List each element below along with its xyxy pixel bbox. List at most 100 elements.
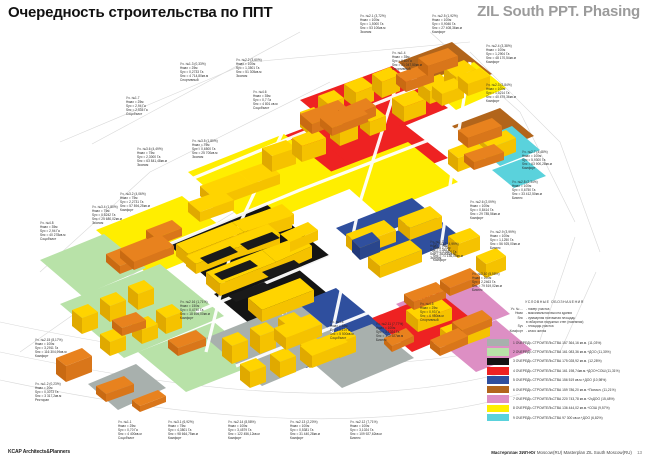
plot-annotation-line: Уч. №2.15 (8,17%): [35, 338, 63, 342]
plot-annotation-line: Sуч = 3,1024 Га: [350, 428, 374, 433]
plot-annotation-line: Комфорт: [290, 436, 304, 441]
legend-item-label: 8 ОЧЕРЕДЬ СТРОИТЕЛЬСТВА 136 444,02 кв.м.…: [513, 406, 610, 411]
plot-annotation-line: Уч. №4.6: [253, 90, 267, 94]
plot-annotation-line: Sуч = 1,10 Га: [330, 328, 350, 333]
building-massing: [56, 48, 516, 412]
plot-annotation-line: Sуч = 2,2463 Га: [472, 280, 496, 285]
plot-annotation-line: Ресторан: [35, 398, 50, 403]
plot-annotation-line: Соцобъект: [330, 336, 347, 341]
plot-annotation-line: Sуч = 3,1024 Га: [376, 330, 400, 335]
plot-annotation-line: Sнс = 25 680,02кв.м: [92, 217, 122, 222]
legend-phase-list: 1 ОЧЕРЕДЬ СТРОИТЕЛЬСТВА 157 364,16 кв.м.…: [487, 338, 647, 423]
plot-annotation-line: Sнс = 29 785,56кв.м: [470, 212, 500, 217]
legend-key-meaning: - класс жилья: [526, 328, 547, 333]
plot-annotation: Уч. №2.11 (7,77%) Нмах = 100м Sуч = 3,1024…: [376, 322, 403, 342]
plot-annotation-line: Уч. №3.5 (1,80%): [192, 139, 218, 143]
plot-annotation-line: Sуч = 1,3501 Га: [236, 66, 260, 71]
legend-item-label: 1 ОЧЕРЕДЬ СТРОИТЕЛЬСТВА 157 364,16 кв.м.…: [513, 340, 602, 345]
plot-annotation: Уч. №3.3 (4,99%) Нмах = 75м Sуч = 3,0400 Г…: [433, 242, 463, 262]
plot-annotation-line: Нмах = 100м: [360, 18, 380, 23]
footer-office-credit: KCAP Architects&Planners: [8, 449, 71, 455]
plot-annotation-line: Уч. №2.16 (1,71%): [180, 300, 208, 304]
plot-annotation-line: Эконом: [137, 163, 149, 168]
plot-annotation-line: Sнс = 4 801 кв.м: [253, 102, 278, 107]
plot-annotation-line: Нмах = 100м: [290, 424, 310, 429]
legend-color-swatch: [487, 376, 509, 384]
plot-annotation: Уч. №3.5 (1,80%) Нмах = 75м Sуч = 0,6500 Г…: [192, 139, 218, 159]
legend-item-label: 6 ОЧЕРЕДЬ СТРОИТЕЛЬСТВА 159 786,20 кв.м.…: [513, 387, 616, 392]
plot-annotation-line: Sнс = 25 700кв.м: [192, 151, 218, 156]
legend-item: 4 ОЧЕРЕДЬ СТРОИТЕЛЬСТВА 161 198,74кв.м.+…: [487, 366, 647, 375]
plot-annotation: Уч. №2.3 (2,84%) Нмах = 100м Sуч = 1,0214 …: [486, 83, 516, 103]
plot-annotation-line: Нмах = 35м: [392, 55, 410, 60]
legend-key-meaning: - номер участка: [526, 307, 550, 311]
plot-annotation: Уч. №2.16 (1,71%) Нмах = 150м Sуч = 0,4740…: [180, 300, 210, 320]
footer-project-name-en: Moscow(RU) Masterplan ZIL South Moscow(R…: [536, 450, 632, 455]
plot-annotation: Уч. №2.2 (3,60%) Нмах = 100м Sуч = 1,3501 …: [236, 58, 262, 78]
plot-annotation-line: Уч. №2.8 (2,34%): [512, 180, 538, 184]
plot-annotation-line: Sуч = 3,4579 Га: [228, 428, 252, 433]
plot-annotation: Уч. №2.9 (3,99%) Нмах = 100м Sуч = 1,1250 …: [490, 230, 520, 250]
slide-header: Очередность строительства по ППТ ZIL Sou…: [0, 0, 650, 26]
plot-annotation-line: Sуч = 3,2911 Га: [35, 346, 59, 351]
legend-key-symbol: Sуч: [517, 324, 523, 329]
plot-annotation-line: Нмах = 150м: [180, 304, 200, 309]
legend-key-meaning: - суммарная поэтажная площадь: [526, 315, 576, 320]
plot-annotation-line: Соцобъект: [253, 106, 270, 111]
plot-annotation-line: Sнс = 18 695,00кв.м: [180, 312, 210, 317]
plot-annotation-line: Уч. №2.7 (4,48%): [522, 150, 548, 154]
legend-item: 8 ОЧЕРЕДЬ СТРОИТЕЛЬСТВА 136 444,02 кв.м.…: [487, 404, 647, 413]
plot-annotation-line: Нмах = 35м: [253, 94, 271, 99]
plot-annotation-line: Sуч = 5,9300 Га: [522, 158, 546, 163]
plot-annotation-line: Эконом: [192, 155, 204, 160]
plot-annotation-line: Комфорт: [486, 99, 500, 104]
plot-annotation-line: Уч. №1.1: [118, 420, 132, 424]
plot-annotation-line: Нмах = 75м: [120, 196, 138, 201]
plot-annotation-line: Sнс = 31 440,28кв.м: [290, 432, 320, 437]
plot-annotation: Уч. №1.2 (0,23%) Нмах = 20м Sуч = 0,3073 Г…: [35, 382, 61, 402]
plot-annotation-line: Уч. №1.7: [126, 96, 140, 100]
plot-annotation-line: Нмах = 100м: [236, 62, 256, 67]
plot-annotation-line: Комфорт: [180, 316, 194, 321]
legend-key-row: Комфорт - класс жилья: [487, 329, 647, 333]
plot-annotation-line: Нмах = 25м: [118, 424, 136, 429]
plot-annotation-line: Sуч = 1,36 Га: [430, 248, 450, 253]
plot-annotation-line: Уч. №3.2 (4,06%): [120, 192, 146, 196]
legend: УСЛОВНЫЕ ОБОЗНАЧЕНИЯ Уч. № ... - номер уч…: [487, 300, 647, 422]
plot-annotation-line: Sнс = 116 304,99кв.м: [35, 350, 67, 355]
legend-title: УСЛОВНЫЕ ОБОЗНАЧЕНИЯ: [525, 300, 584, 304]
plot-annotation-line: Sуч = 0,2733 Га: [180, 70, 204, 75]
legend-color-swatch: [487, 338, 509, 347]
plot-annotation-line: Нмах = 100м: [228, 424, 248, 429]
plot-annotation-line: Sуч = 0,4740 Га: [180, 308, 204, 313]
legend-key-row: в габаритах наружных стен (наземная): [487, 320, 647, 324]
legend-key-row: Sуч - площадь участка: [487, 324, 647, 328]
legend-item: 9 ОЧЕРЕДЬ СТРОИТЕЛЬСТВА 97 300 кв.м.+ДОО…: [487, 413, 647, 422]
plot-annotation-line: Уч. №2.3 (2,84%): [486, 83, 512, 87]
plot-annotation-line: Sнс = 38 000кв.м: [430, 252, 456, 257]
plot-annotation-line: Sнс = 51 305кв.м: [236, 70, 262, 75]
plot-annotation-line: Sнс = 33 412,50кв.м: [512, 192, 542, 197]
plot-annotation-line: Уч. №4.5: [420, 302, 434, 306]
plot-annotation-line: Комфорт: [433, 258, 447, 263]
plot-annotation: Уч. №2.15 (8,17%) Нмах = 100м Sуч = 3,2911…: [35, 338, 67, 358]
legend-key-symbol: Sнс: [517, 315, 523, 320]
plot-annotation-line: Sнс = 57 894,25кв.м: [120, 204, 150, 209]
plot-annotation: Уч. №1.1 Нмах = 25м Sуч = 0,70 Га Sнс = 4 4…: [118, 420, 142, 440]
plot-annotation-line: Уч. №2.5 (1,92%): [432, 14, 458, 18]
plot-annotation-line: Уч. №2.4 (3,38%): [486, 44, 512, 48]
plot-annotation-line: Sуч = 1,0214 Га: [486, 91, 510, 96]
buildings-orange: [56, 48, 504, 412]
plot-annotation-line: Нмах = 100м: [376, 326, 396, 331]
plot-annotation-line: Нмах = 25м: [180, 66, 198, 71]
legend-item: 6 ОЧЕРЕДЬ СТРОИТЕЛЬСТВА 159 786,20 кв.м.…: [487, 385, 647, 394]
plot-annotation: Уч. №2.8 (2,34%) Нмах = 100м Sуч = 0,6750 …: [512, 180, 542, 200]
plot-annotation: Уч. №3.4 (1,80%) Нмах = 75м Sуч = 0,8242 Г…: [92, 205, 122, 225]
plot-annotation-line: Нмах = 35м: [330, 324, 348, 329]
plot-annotation-line: Sуч = 2,3000 Га: [137, 155, 161, 160]
legend-key-meaning: - площадь участка: [526, 324, 554, 329]
plot-annotation-line: Нмах = 25м: [420, 306, 438, 311]
plot-annotation: Уч. №2.4 (3,38%) Нмах = 100м Sуч = 1,2904 …: [486, 44, 516, 64]
plot-annotation-line: Нмах = 100м: [35, 342, 55, 347]
plot-annotation-line: Эконом: [360, 30, 372, 35]
